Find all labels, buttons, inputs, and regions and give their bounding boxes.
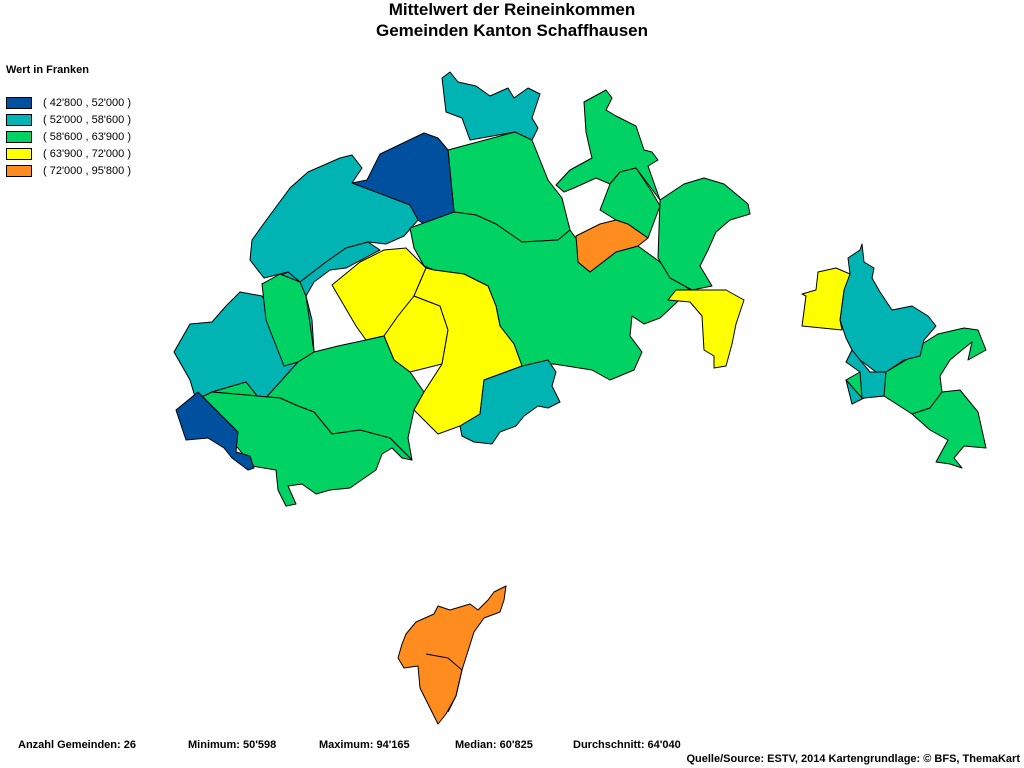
municipality-region[interactable] <box>801 267 851 331</box>
municipality-region[interactable] <box>249 154 419 283</box>
legend-label: ( 58'600 , 63'900 ) <box>43 130 131 143</box>
legend-label: ( 63'900 , 72'000 ) <box>43 147 131 160</box>
legend-title: Wert in Franken <box>6 64 89 76</box>
municipality-region[interactable] <box>845 349 887 405</box>
stat-average: Durchschnitt: 64'040 <box>573 739 681 751</box>
legend-swatch <box>6 147 32 160</box>
legend-item: ( 58'600 , 63'900 ) <box>6 128 131 145</box>
legend-item: ( 63'900 , 72'000 ) <box>6 145 131 162</box>
stat-maximum: Maximum: 94'165 <box>319 739 410 751</box>
municipality-region[interactable] <box>599 167 661 239</box>
legend-item: ( 42'800 , 52'000 ) <box>6 94 131 111</box>
municipality-region[interactable] <box>657 177 751 291</box>
legend-swatch <box>6 164 32 177</box>
stat-minimum: Minimum: 50'598 <box>188 739 277 751</box>
legend-label: ( 42'800 , 52'000 ) <box>43 96 131 109</box>
legend-item: ( 52'000 , 58'600 ) <box>6 111 131 128</box>
municipality-region[interactable] <box>667 289 745 369</box>
legend-swatch <box>6 130 32 143</box>
map-title-line2: Gemeinden Kanton Schaffhausen <box>375 21 649 40</box>
stat-median: Median: 60'825 <box>455 739 533 751</box>
municipality-region[interactable] <box>575 219 649 273</box>
legend-label: ( 52'000 , 58'600 ) <box>43 113 131 126</box>
municipality-boundary-line <box>425 653 463 713</box>
municipality-region[interactable] <box>397 585 507 725</box>
municipality-region[interactable] <box>175 391 255 471</box>
legend: ( 42'800 , 52'000 ) ( 52'000 , 58'600 ) … <box>6 94 131 179</box>
legend-swatch <box>6 113 32 126</box>
source-credit: Quelle/Source: ESTV, 2014 Kartengrundlag… <box>686 753 1020 765</box>
municipality-region[interactable] <box>911 389 987 469</box>
stat-count: Anzahl Gemeinden: 26 <box>18 739 136 751</box>
municipality-region[interactable] <box>459 359 561 445</box>
legend-label: ( 72'000 , 95'800 ) <box>43 164 131 177</box>
legend-item: ( 72'000 , 95'800 ) <box>6 162 131 179</box>
municipality-region[interactable] <box>195 391 413 507</box>
map-title-line1: Mittelwert der Reineinkommen <box>388 0 636 19</box>
municipality-region[interactable] <box>441 71 541 141</box>
legend-swatch <box>6 96 32 109</box>
